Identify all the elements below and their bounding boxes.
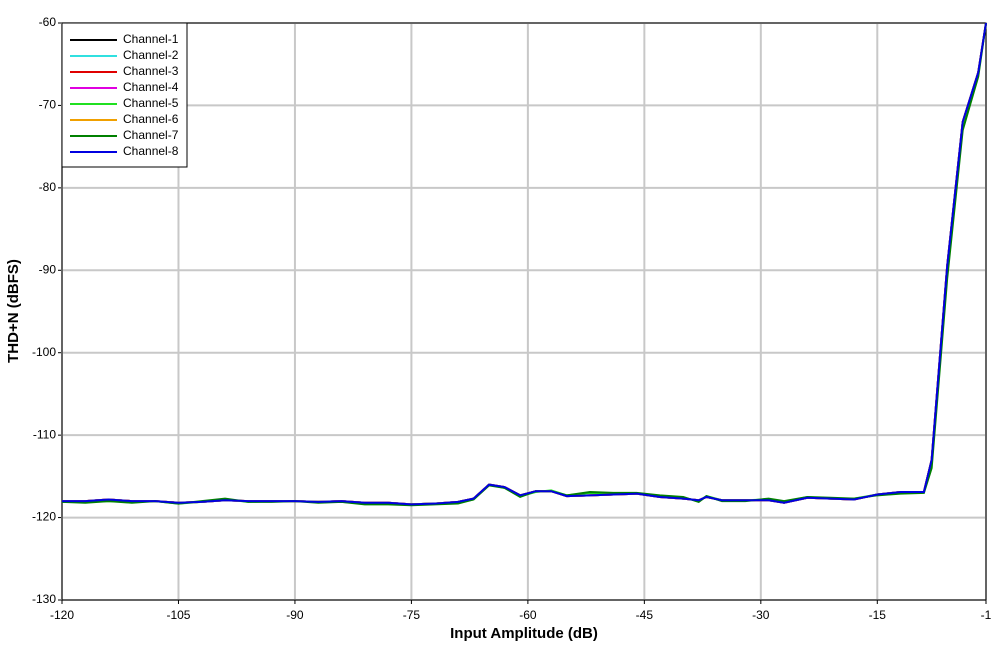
legend-box [61,22,188,168]
y-tick-label: -110 [33,427,56,441]
legend-label: Channel-2 [123,48,179,62]
y-tick-label: -60 [39,15,57,29]
series-line [62,22,987,506]
y-tick-label: -80 [39,180,57,194]
x-tick-label: -75 [403,608,421,622]
x-tick-label: -15 [869,608,887,622]
legend-label: Channel-7 [123,128,179,142]
y-tick-label: -90 [39,262,57,276]
y-tick-label: -70 [39,98,57,112]
x-tick-label: -30 [752,608,770,622]
y-axis-title: THD+N (dBFS) [5,259,22,363]
x-tick-label: -45 [636,608,654,622]
x-axis-title: Input Amplitude (dB) [450,625,598,642]
legend-label: Channel-1 [123,32,179,46]
legend-label: Channel-5 [123,96,179,110]
x-tick-label: -90 [286,608,304,622]
x-tick-label: -120 [50,608,74,622]
x-tick-label: -1 [981,608,992,622]
legend-label: Channel-6 [123,112,179,126]
legend-label: Channel-3 [123,64,179,78]
y-tick-label: -130 [32,592,56,606]
plot-frame [61,22,987,601]
legend-label: Channel-4 [123,80,179,94]
x-tick-label: -60 [519,608,537,622]
y-tick-label: -100 [32,345,56,359]
y-tick-label: -120 [32,510,56,524]
legend-label: Channel-8 [123,144,179,158]
x-tick-label: -105 [166,608,190,622]
